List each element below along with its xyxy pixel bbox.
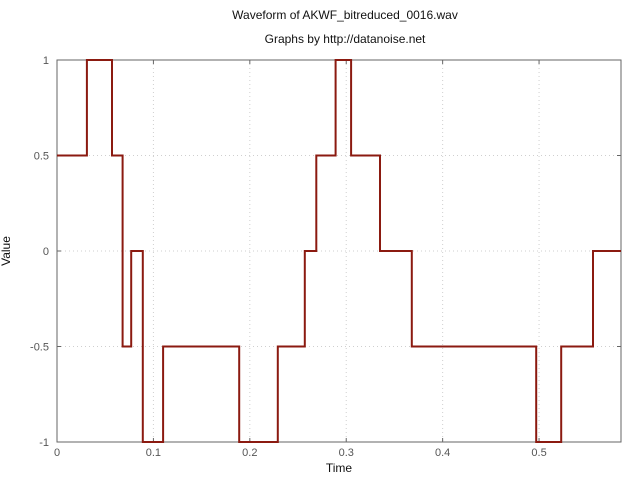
- chart-subtitle: Graphs by http://datanoise.net: [265, 32, 426, 46]
- y-tick-label: -1: [39, 437, 49, 449]
- x-tick-label: 0.4: [435, 447, 450, 459]
- x-tick-label: 0: [54, 447, 60, 459]
- axis-ticks: 0 0.1 0.2 0.3 0.4 0.5 -1 -0.5 0 0.5 1: [30, 55, 621, 459]
- x-tick-label: 0.3: [339, 447, 354, 459]
- y-tick-label: 0.5: [34, 151, 49, 163]
- chart-title: Waveform of AKWF_bitreduced_0016.wav: [232, 8, 458, 22]
- x-tick-label: 0.5: [531, 447, 546, 459]
- y-tick-label: -0.5: [30, 342, 49, 354]
- y-tick-label: 1: [43, 55, 49, 67]
- series-layer: [57, 59, 621, 443]
- y-axis-label: Value: [0, 236, 13, 266]
- x-axis-label: Time: [326, 461, 353, 475]
- x-tick-label: 0.2: [242, 447, 257, 459]
- waveform-line: [57, 59, 621, 443]
- x-tick-label: 0.1: [146, 447, 161, 459]
- y-tick-label: 0: [43, 246, 49, 258]
